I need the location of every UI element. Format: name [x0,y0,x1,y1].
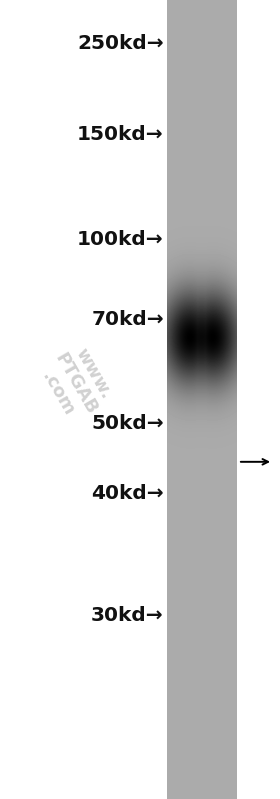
Text: www.
PTGAB
.com: www. PTGAB .com [33,340,118,427]
Text: 100kd→: 100kd→ [77,230,164,249]
Text: 30kd→: 30kd→ [91,606,164,625]
Text: 70kd→: 70kd→ [91,310,164,329]
Text: 50kd→: 50kd→ [91,414,164,433]
Text: 150kd→: 150kd→ [77,125,164,144]
Text: 250kd→: 250kd→ [77,34,164,54]
Text: 40kd→: 40kd→ [91,484,164,503]
